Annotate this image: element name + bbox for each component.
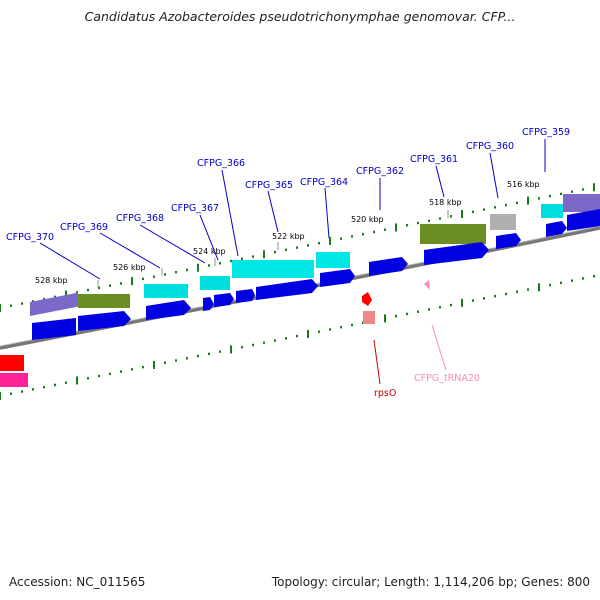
- cds-arrow: [369, 257, 408, 276]
- cog-bar-cyan: [232, 260, 314, 278]
- cog-bar-cyan: [316, 252, 350, 268]
- cog-bar-cyan: [200, 276, 230, 290]
- gene-label: CFPG_368: [116, 213, 164, 224]
- gene-label: CFPG_364: [300, 177, 348, 188]
- kbp-label: 520 kbp: [351, 215, 384, 224]
- cds-arrow: [424, 242, 489, 265]
- rpso-leader: [373, 339, 381, 385]
- gene-label: CFPG_365: [245, 180, 293, 191]
- cds-arrow: [214, 293, 234, 307]
- cds-arrow: [78, 311, 131, 331]
- gene-label: CFPG_369: [60, 222, 108, 233]
- accession-text: Accession: NC_011565: [9, 575, 146, 589]
- cds-arrow: [567, 209, 600, 231]
- lower-tick-track: [0, 275, 595, 400]
- map-title: Candidatus Azobacteroides pseudotrichony…: [84, 9, 516, 24]
- cds-arrow: [320, 269, 355, 287]
- kbp-label: 524 kbp: [193, 247, 226, 256]
- gene-label: CFPG_361: [410, 154, 458, 165]
- kbp-label: 526 kbp: [113, 263, 146, 272]
- gene-label: CFPG_370: [6, 232, 54, 243]
- cog-bar-cyan: [144, 284, 188, 298]
- cog-bar-cyan: [541, 204, 563, 218]
- genome-summary-text: Topology: circular; Length: 1,114,206 bp…: [271, 575, 590, 589]
- cds-arrow: [546, 221, 567, 237]
- cog-bar-olive: [78, 294, 130, 308]
- kbp-label: 516 kbp: [507, 180, 540, 189]
- gene-label: CFPG_367: [171, 203, 219, 214]
- cds-arrow: [146, 300, 191, 320]
- gene-label: CFPG_366: [197, 158, 245, 169]
- gene-leaders: [39, 139, 546, 280]
- cds-arrow: [236, 289, 255, 303]
- upper-tick-track: [0, 183, 595, 312]
- rrna-block: [0, 355, 24, 371]
- gene-label: CFPG_360: [466, 141, 514, 152]
- trna-leader: [431, 324, 447, 371]
- cds-arrow: [32, 318, 76, 340]
- cog-bar-purple: [563, 194, 600, 212]
- cds-arrow: [256, 279, 318, 300]
- magenta-block: [0, 373, 28, 387]
- rpso-feature: [362, 292, 372, 306]
- kbp-label: 528 kbp: [35, 276, 68, 285]
- kbp-labels: 528 kbp 526 kbp 524 kbp 522 kbp 520 kbp …: [35, 180, 540, 287]
- cog-track: [30, 194, 600, 316]
- kbp-label: 518 kbp: [429, 198, 462, 207]
- cds-arrow: [203, 297, 214, 311]
- cog-bar-olive: [420, 224, 486, 244]
- kbp-label: 522 kbp: [272, 232, 305, 241]
- trna-label: CFPG_tRNA20: [414, 373, 480, 384]
- rpso-label: rpsO: [374, 388, 396, 399]
- gene-label: CFPG_362: [356, 166, 404, 177]
- cds-arrow: [496, 233, 521, 249]
- rpso-shadow: [363, 311, 375, 324]
- gene-label: CFPG_359: [522, 127, 570, 138]
- cds-track: [32, 209, 600, 340]
- gene-labels: CFPG_370 CFPG_369 CFPG_368 CFPG_367 CFPG…: [6, 127, 570, 243]
- cog-bar-gray: [490, 214, 516, 230]
- trna-feature: [424, 280, 430, 290]
- cog-bar-purple: [30, 292, 78, 316]
